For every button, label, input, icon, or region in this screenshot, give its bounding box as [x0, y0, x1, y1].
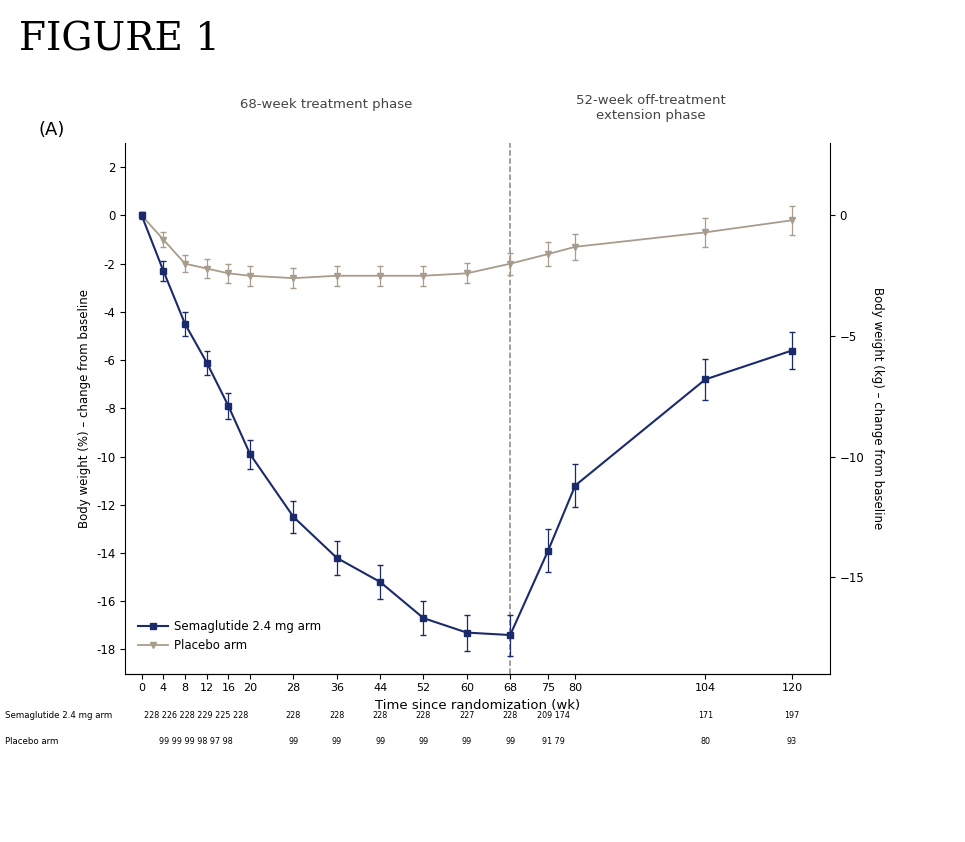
Text: 99: 99: [461, 737, 472, 746]
Text: 228: 228: [416, 711, 431, 721]
Text: 99: 99: [375, 737, 385, 746]
Text: 228 226 228 229 225 228: 228 226 228 229 225 228: [144, 711, 248, 721]
Text: 228: 228: [372, 711, 388, 721]
Text: (A): (A): [39, 121, 65, 139]
Text: 99: 99: [332, 737, 342, 746]
Y-axis label: Body weight (kg) – change from baseline: Body weight (kg) – change from baseline: [870, 287, 884, 530]
Text: 93: 93: [786, 737, 797, 746]
Text: 228: 228: [286, 711, 301, 721]
Text: 228: 228: [503, 711, 518, 721]
Text: 209 174: 209 174: [538, 711, 570, 721]
X-axis label: Time since randomization (wk): Time since randomization (wk): [375, 699, 580, 711]
Text: 80: 80: [701, 737, 710, 746]
Text: 228: 228: [329, 711, 345, 721]
Y-axis label: Body weight (%) – change from baseline: Body weight (%) – change from baseline: [78, 289, 91, 528]
Text: Placebo arm: Placebo arm: [5, 737, 58, 746]
Text: Semaglutide 2.4 mg arm: Semaglutide 2.4 mg arm: [5, 711, 112, 721]
Text: 99 99 99 98 97 98: 99 99 99 98 97 98: [159, 737, 233, 746]
Legend: Semaglutide 2.4 mg arm, Placebo arm: Semaglutide 2.4 mg arm, Placebo arm: [138, 620, 321, 652]
Text: FIGURE 1: FIGURE 1: [19, 21, 220, 58]
Text: 91 79: 91 79: [542, 737, 565, 746]
Text: 52-week off-treatment
extension phase: 52-week off-treatment extension phase: [576, 94, 726, 122]
Text: 197: 197: [785, 711, 800, 721]
Text: 99: 99: [419, 737, 428, 746]
Text: 99: 99: [505, 737, 515, 746]
Text: 171: 171: [698, 711, 713, 721]
Text: 68-week treatment phase: 68-week treatment phase: [239, 99, 412, 111]
Text: 99: 99: [289, 737, 298, 746]
Text: 227: 227: [459, 711, 475, 721]
